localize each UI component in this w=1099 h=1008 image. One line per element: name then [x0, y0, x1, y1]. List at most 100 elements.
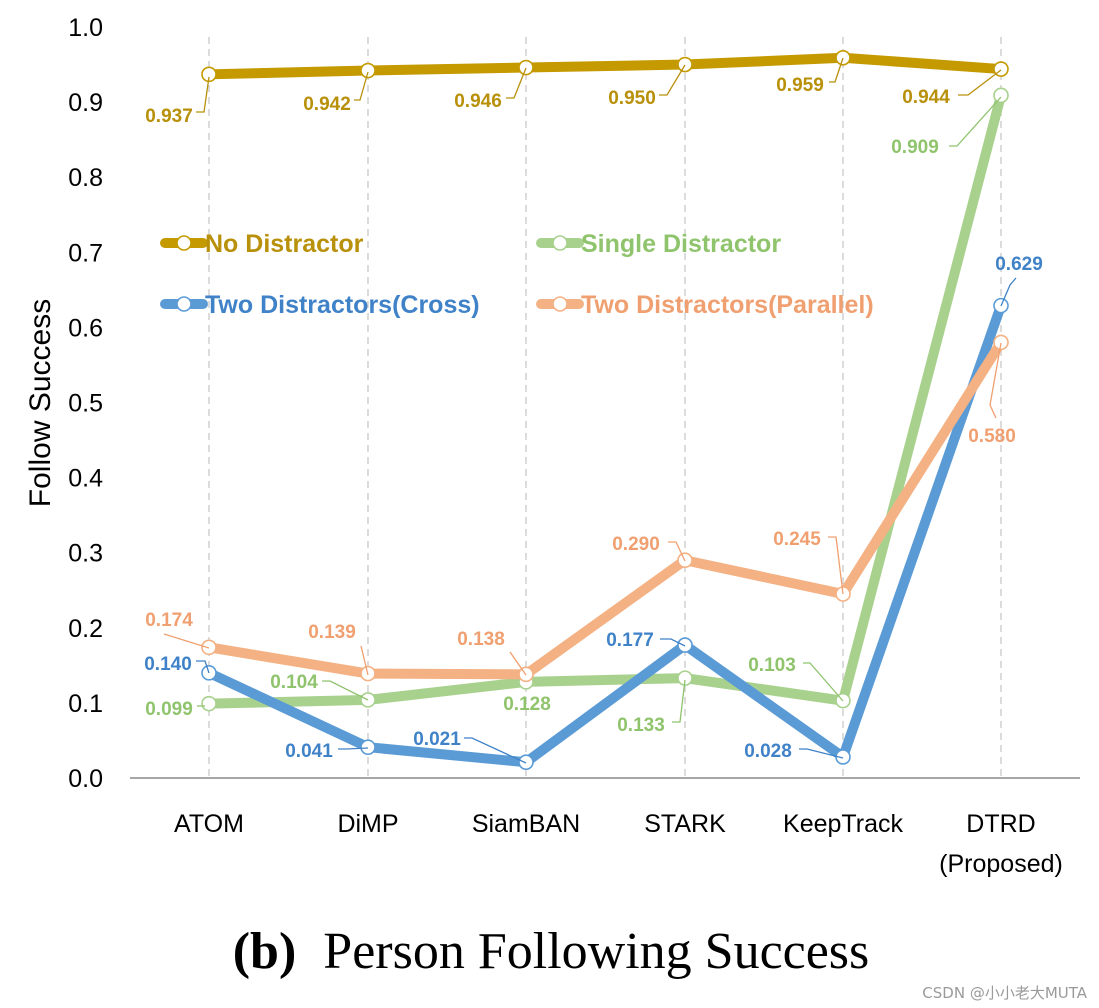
leader-line	[196, 76, 210, 113]
data-label: 0.138	[457, 629, 505, 650]
leader-line	[360, 645, 369, 676]
leader-line	[509, 651, 527, 676]
y-tick-label: 0.6	[68, 314, 103, 342]
data-label: 0.177	[606, 630, 654, 651]
series-two-distractors-cross-	[201, 297, 1009, 771]
legend-label: Two Distractors(Parallel)	[581, 291, 874, 319]
data-label: 0.942	[303, 94, 351, 115]
leader-line	[660, 638, 686, 647]
data-point	[201, 695, 217, 712]
data-label: 0.028	[744, 741, 792, 762]
data-point	[993, 87, 1009, 104]
data-label: 0.937	[145, 106, 193, 127]
leader-line	[949, 96, 1002, 147]
y-tick-label: 0.9	[68, 89, 103, 117]
data-point	[360, 739, 376, 756]
leader-line	[196, 660, 210, 674]
data-label: 0.128	[503, 694, 551, 715]
x-tick-label: DiMP	[337, 810, 398, 838]
data-point	[677, 637, 693, 653]
leader-line	[163, 633, 210, 649]
data-label: 0.103	[748, 655, 796, 676]
x-tick-label: DTRD	[966, 810, 1035, 838]
legend-item-single-distractor: Single Distractor	[536, 230, 781, 258]
data-label: 0.139	[308, 622, 356, 643]
caption-prefix: (b)	[233, 923, 297, 980]
leader-line	[338, 747, 369, 750]
data-label: 0.140	[144, 654, 192, 675]
data-point	[518, 754, 534, 771]
legend-marker	[552, 296, 568, 312]
x-tick-label: SiamBAN	[472, 810, 580, 838]
legend-label: Two Distractors(Cross)	[205, 291, 480, 319]
leader-line	[354, 71, 369, 101]
legend-item-two-distractors-cross-: Two Distractors(Cross)	[160, 291, 480, 319]
leader-line	[464, 737, 527, 764]
legend-item-no-distractor: No Distractor	[160, 230, 364, 258]
legend-marker	[176, 235, 192, 251]
leader-line	[828, 536, 844, 595]
data-point	[993, 334, 1009, 351]
data-label: 0.580	[968, 426, 1016, 447]
data-label: 0.021	[413, 729, 461, 750]
series-no-distractor	[201, 49, 1009, 83]
y-tick-label: 0.3	[68, 540, 103, 568]
data-label: 0.290	[612, 534, 660, 555]
data-label: 0.629	[995, 254, 1043, 275]
leader-line	[803, 662, 844, 702]
leader-line	[506, 67, 527, 99]
data-label: 0.909	[891, 137, 939, 158]
leader-line	[668, 541, 686, 562]
data-label: 0.959	[776, 75, 824, 96]
y-tick-label: 0.4	[68, 465, 103, 493]
data-label: 0.133	[617, 715, 665, 736]
y-tick-label: 0.2	[68, 615, 103, 643]
leader-line	[989, 342, 1002, 419]
axis-layer: 0.0 0.1 0.2 0.3 0.4 0.5 0.6 0.7 0.8 0.9 1.0 ATOM DiM…	[68, 14, 1080, 878]
data-label: 0.944	[902, 87, 950, 108]
leader-line	[799, 748, 844, 759]
x-tick-label: KeepTrack	[783, 810, 903, 838]
caption-text: Person Following Success	[323, 923, 869, 980]
legend: No Distractor Single Distractor Two Distra…	[160, 230, 874, 319]
leader-line	[659, 64, 686, 96]
series-line	[204, 52, 1006, 80]
data-label: 0.099	[145, 699, 193, 720]
y-tick-label: 1.0	[68, 14, 103, 42]
series-layer	[201, 49, 1009, 771]
data-label: 0.950	[608, 88, 656, 109]
legend-marker	[552, 235, 568, 251]
series-line	[204, 337, 1006, 680]
data-point	[518, 59, 534, 76]
leader-line	[1000, 277, 1017, 307]
legend-label: Single Distractor	[581, 230, 781, 258]
y-axis-label: Follow Success	[24, 299, 57, 507]
data-label: 0.245	[773, 529, 821, 550]
data-label: 0.104	[270, 672, 318, 693]
x-tick-label: STARK	[644, 810, 726, 838]
y-tick-label: 0.1	[68, 690, 103, 718]
y-tick-label: 0.0	[68, 765, 103, 793]
leader-line	[672, 679, 686, 723]
legend-label: No Distractor	[205, 230, 364, 258]
data-point	[835, 586, 851, 602]
legend-item-two-distractors-parallel-: Two Distractors(Parallel)	[536, 291, 874, 319]
series-line	[204, 90, 1006, 709]
leader-line	[322, 680, 369, 701]
data-label: 0.946	[454, 91, 502, 112]
data-label: 0.041	[285, 741, 333, 762]
leader-line	[829, 57, 844, 83]
x-tick-label: (Proposed)	[939, 850, 1063, 878]
data-label: 0.174	[145, 610, 193, 631]
data-point	[835, 749, 851, 765]
y-tick-label: 0.8	[68, 164, 103, 192]
series-two-distractors-parallel-	[201, 334, 1009, 683]
data-label-layer: 0.937 0.942 0.946 0.950 0.959 0.944 0.099 0.104…	[144, 57, 1043, 764]
leader-line	[958, 69, 1002, 96]
series-line	[204, 300, 1006, 768]
data-point	[835, 49, 851, 66]
data-point	[677, 56, 693, 73]
watermark: CSDN @小小老大MUTA	[922, 984, 1087, 1002]
data-point	[360, 62, 376, 79]
